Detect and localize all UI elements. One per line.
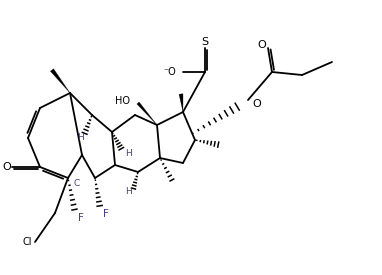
Text: O: O (257, 40, 266, 50)
Text: Cl: Cl (23, 237, 32, 247)
Text: H: H (125, 188, 132, 197)
Text: O: O (2, 162, 11, 172)
Text: ⁻O: ⁻O (163, 67, 176, 77)
Text: O: O (252, 99, 261, 109)
Text: HO: HO (115, 96, 130, 106)
Polygon shape (137, 102, 157, 125)
Text: F: F (78, 213, 84, 223)
Text: H: H (125, 150, 132, 158)
Text: S: S (201, 37, 209, 47)
Text: H: H (77, 133, 84, 142)
Polygon shape (50, 69, 70, 93)
Text: C: C (73, 178, 79, 188)
Text: F: F (103, 209, 109, 219)
Polygon shape (179, 94, 183, 112)
